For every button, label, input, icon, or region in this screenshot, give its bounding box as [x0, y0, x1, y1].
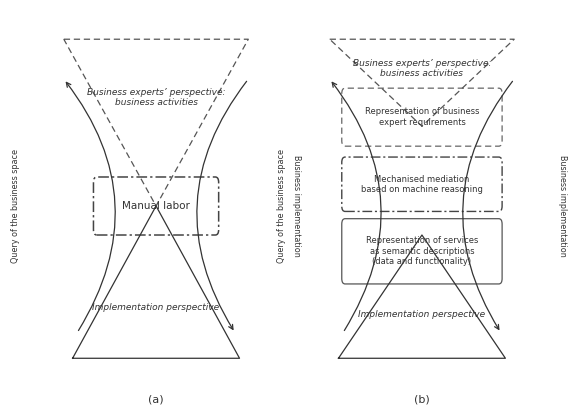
Text: Mechanised mediation
based on machine reasoning: Mechanised mediation based on machine re…: [361, 175, 483, 194]
Text: Implementation perspective: Implementation perspective: [358, 310, 486, 319]
Text: Manual labor: Manual labor: [122, 201, 190, 211]
Text: Representation of business
expert requirements: Representation of business expert requir…: [365, 108, 479, 127]
FancyArrowPatch shape: [463, 81, 513, 329]
Text: Business implementation: Business implementation: [558, 155, 567, 257]
FancyBboxPatch shape: [94, 177, 218, 235]
FancyBboxPatch shape: [342, 219, 502, 284]
Text: Representation of services
as semantic descriptions
(data and functionality): Representation of services as semantic d…: [366, 236, 478, 266]
Text: Query of the business space: Query of the business space: [11, 149, 20, 263]
Text: Implementation perspective: Implementation perspective: [92, 303, 220, 312]
FancyBboxPatch shape: [342, 88, 502, 146]
Text: (a): (a): [148, 395, 164, 405]
Text: Business experts’ perspective:
business activities: Business experts’ perspective: business …: [353, 59, 491, 78]
Text: Query of the business space: Query of the business space: [277, 149, 286, 263]
FancyArrowPatch shape: [332, 82, 381, 330]
FancyBboxPatch shape: [342, 157, 502, 211]
Text: Business experts’ perspective:
business activities: Business experts’ perspective: business …: [87, 87, 225, 107]
Text: (b): (b): [414, 395, 430, 405]
FancyArrowPatch shape: [197, 81, 247, 329]
Text: Business implementation: Business implementation: [292, 155, 301, 257]
FancyArrowPatch shape: [66, 82, 115, 330]
